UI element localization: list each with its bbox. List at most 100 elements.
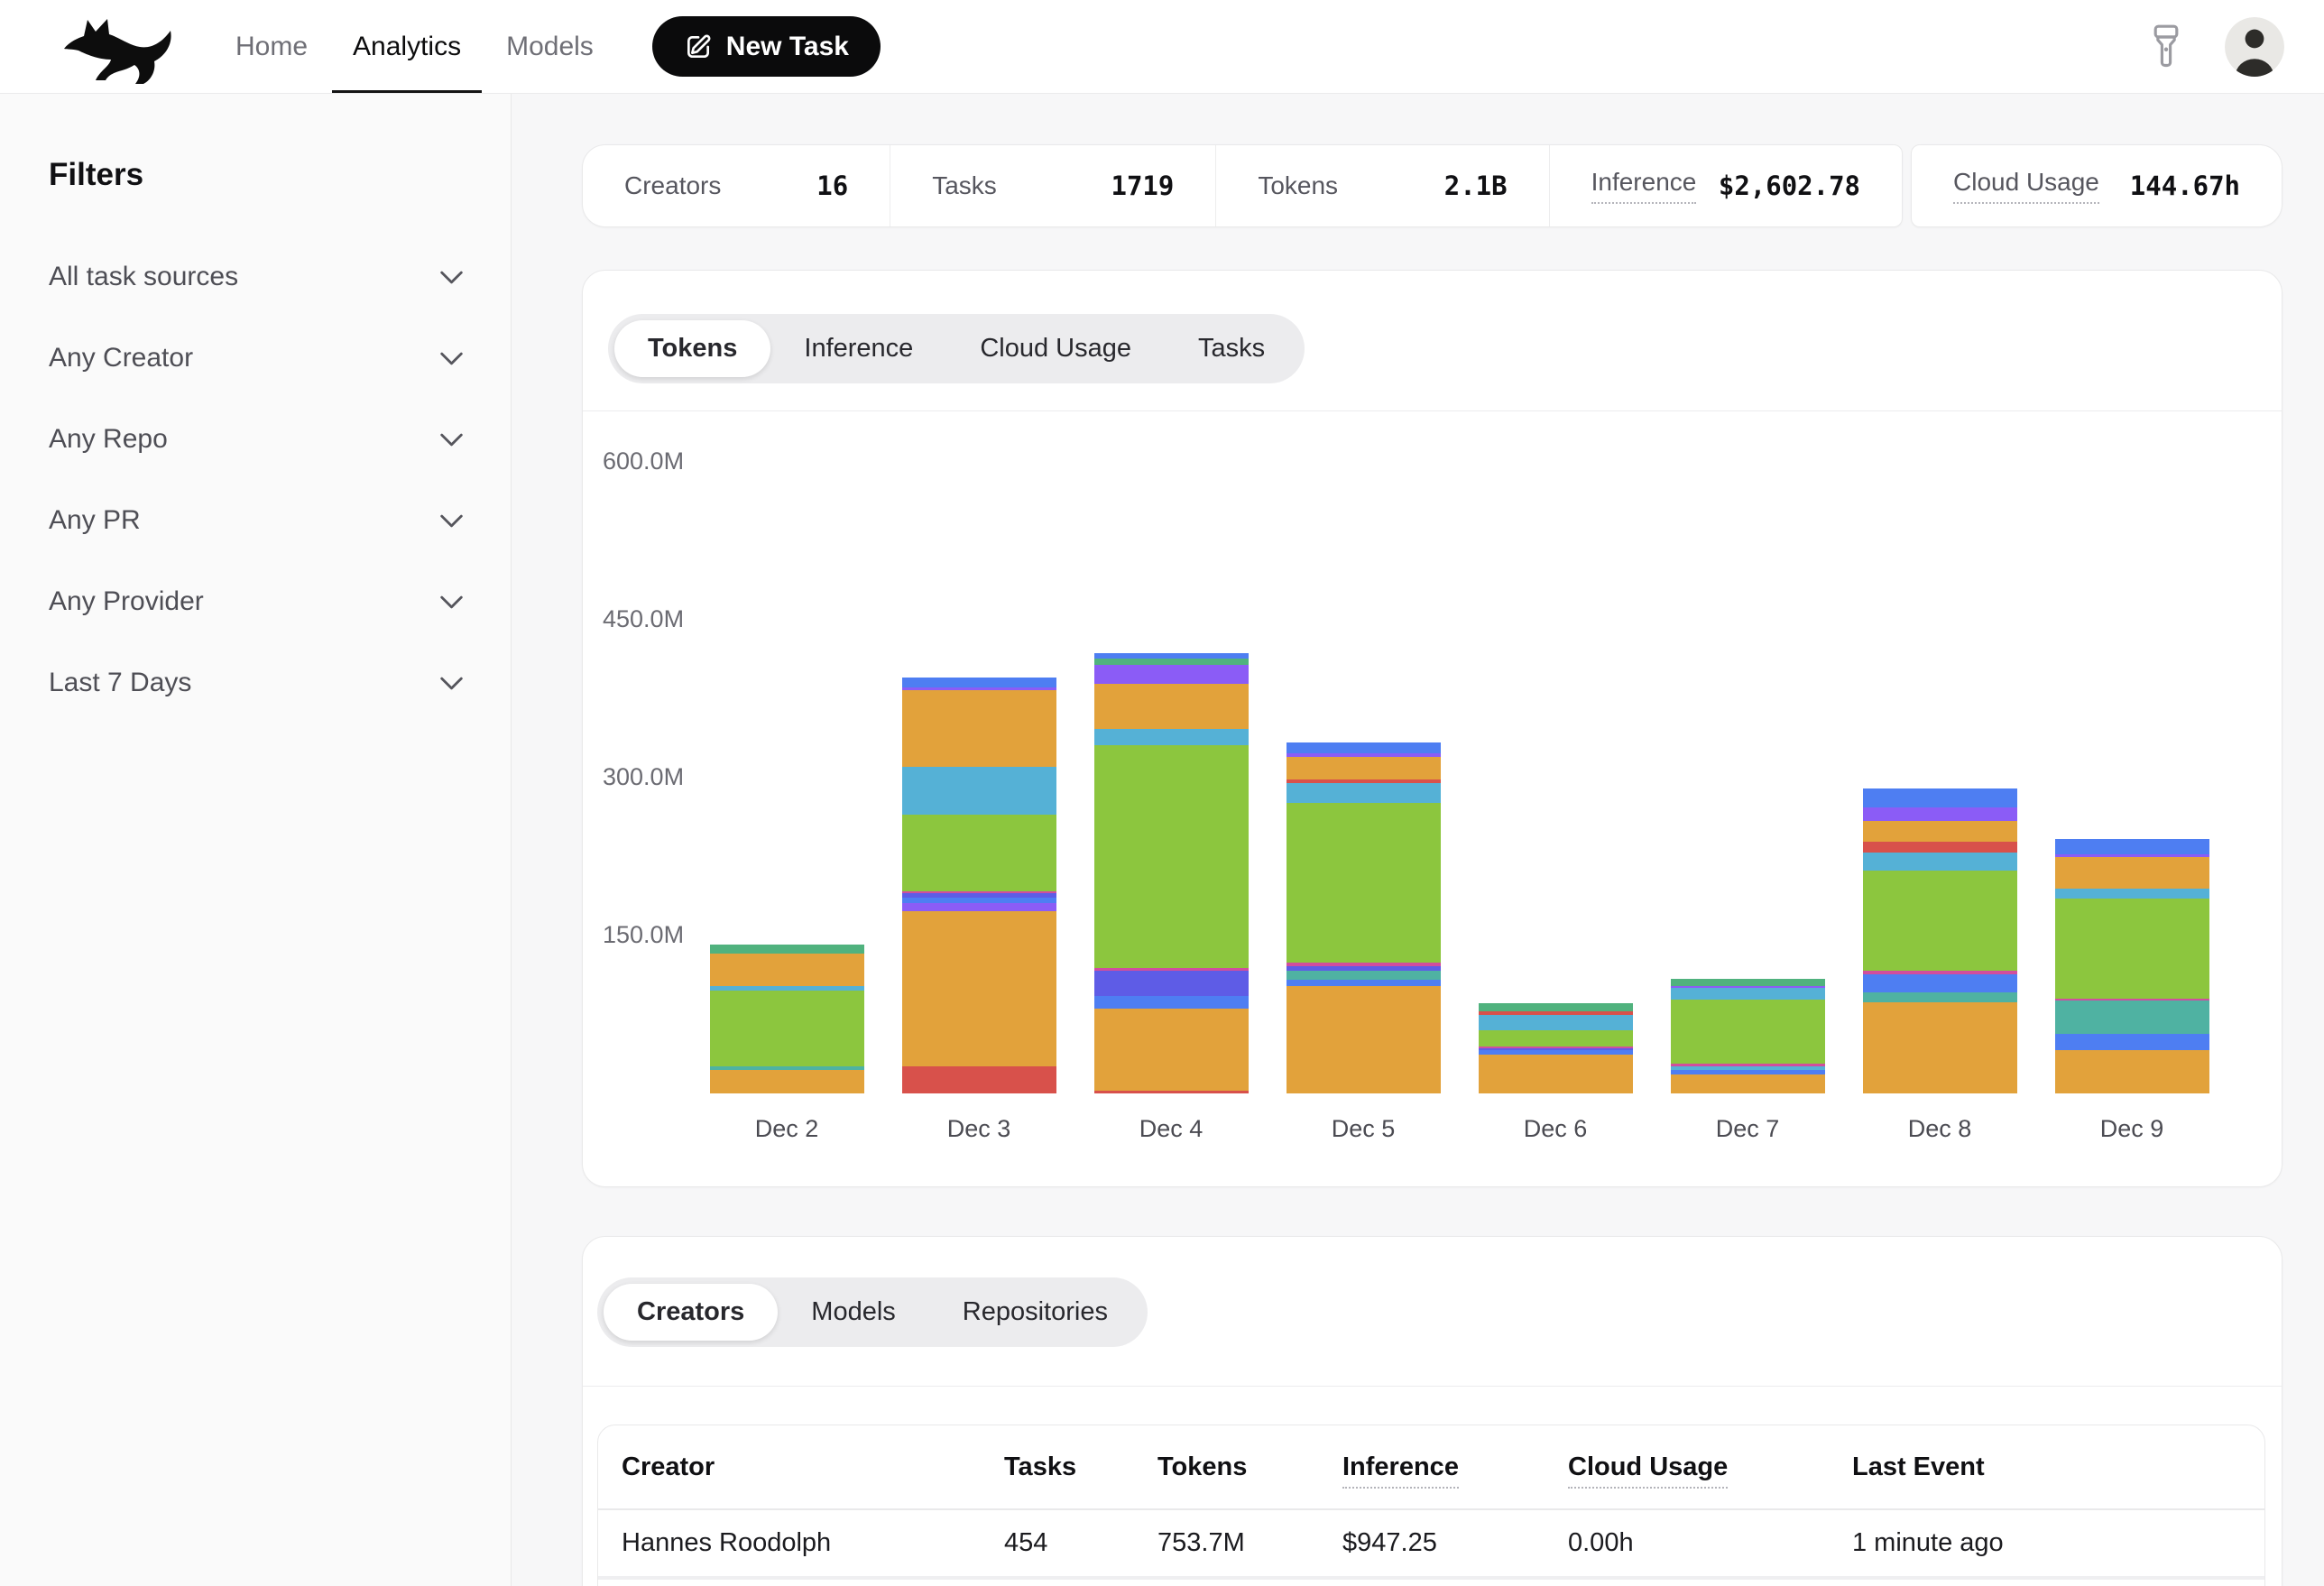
- column-header-label: Creator: [622, 1452, 715, 1481]
- nav-right: [2147, 0, 2284, 93]
- bar-segment-orange: [1094, 1009, 1249, 1091]
- nav-item-analytics[interactable]: Analytics: [330, 0, 484, 93]
- stat-creators: Creators16: [583, 145, 890, 226]
- cell-creator: Hannes Roodolph: [622, 1528, 1004, 1558]
- breakdown-tab-creators[interactable]: Creators: [604, 1284, 778, 1341]
- filter-all-task-sources[interactable]: All task sources: [49, 236, 464, 318]
- column-header-cloud-usage[interactable]: Cloud Usage: [1568, 1452, 1852, 1482]
- x-axis-label: Dec 5: [1286, 1115, 1441, 1143]
- bar-segment-orange: [1094, 684, 1249, 729]
- chart-tab-tokens[interactable]: Tokens: [614, 320, 770, 377]
- y-axis-tick: 450.0M: [603, 605, 684, 633]
- bar-segment-orange: [1286, 986, 1441, 1093]
- bar-segment-sky: [902, 767, 1056, 815]
- edit-icon: [684, 32, 713, 61]
- filter-any-creator[interactable]: Any Creator: [49, 318, 464, 399]
- filter-label: Last 7 Days: [49, 668, 191, 698]
- stat-label-cloud-usage[interactable]: Cloud Usage: [1953, 168, 2099, 204]
- bar-segment-sky: [1286, 783, 1441, 803]
- torch-icon[interactable]: [2147, 23, 2185, 70]
- bar-segment-green: [902, 815, 1056, 891]
- bar-segment-green: [710, 991, 864, 1066]
- bar-segment-green: [1863, 871, 2017, 971]
- column-header-tokens: Tokens: [1157, 1452, 1342, 1482]
- filter-any-pr[interactable]: Any PR: [49, 480, 464, 561]
- stat-label-inference[interactable]: Inference: [1591, 168, 1697, 204]
- table-row-rooviewer[interactable]: Rooviewer440544.3M$376.2875.23h3 minutes…: [598, 1576, 2264, 1586]
- user-avatar[interactable]: [2225, 17, 2284, 77]
- stat-cloud-usage: Cloud Usage 144.67h: [1912, 145, 2282, 226]
- y-axis-tick: 150.0M: [603, 921, 684, 949]
- nav-item-models[interactable]: Models: [484, 0, 616, 93]
- creators-table: CreatorTasksTokensInferenceCloud UsageLa…: [597, 1425, 2265, 1586]
- column-header-label: Tokens: [1157, 1452, 1247, 1481]
- stat-value-inference: $2,602.78: [1719, 171, 1860, 201]
- x-axis-label: Dec 2: [710, 1115, 864, 1143]
- stats-card-cloud: Cloud Usage 144.67h: [1911, 144, 2282, 227]
- bar-segment-orange: [2055, 857, 2209, 889]
- stat-value-cloud-usage: 144.67h: [2130, 171, 2240, 201]
- cell-tasks: 454: [1004, 1528, 1157, 1558]
- bar-segment-green: [2055, 899, 2209, 999]
- x-axis-label: Dec 3: [902, 1115, 1056, 1143]
- kangaroo-logo[interactable]: [60, 0, 179, 93]
- bar-segment-purple: [1863, 807, 2017, 821]
- bar-segment-orange: [710, 1070, 864, 1093]
- table-header-row: CreatorTasksTokensInferenceCloud UsageLa…: [598, 1425, 2264, 1510]
- chart-tab-cloud-usage[interactable]: Cloud Usage: [946, 320, 1165, 377]
- breakdown-tab-models[interactable]: Models: [778, 1284, 929, 1341]
- table-row-hannes-roodolph[interactable]: Hannes Roodolph454753.7M$947.250.00h1 mi…: [598, 1510, 2264, 1576]
- breakdown-tab-repositories[interactable]: Repositories: [929, 1284, 1141, 1341]
- bar-segment-red: [1094, 1091, 1249, 1094]
- bar-dec-5[interactable]: [1286, 742, 1441, 1093]
- new-task-label: New Task: [726, 32, 849, 62]
- x-axis-label: Dec 9: [2055, 1115, 2209, 1143]
- bar-dec-6[interactable]: [1479, 1003, 1633, 1093]
- bar-segment-royal: [902, 678, 1056, 687]
- bar-segment-royal: [1863, 974, 2017, 992]
- stat-value-creators: 16: [816, 171, 848, 201]
- cell-last-event: 1 minute ago: [1852, 1528, 2241, 1558]
- x-axis-label: Dec 6: [1479, 1115, 1633, 1143]
- stat-value-tokens: 2.1B: [1444, 171, 1508, 201]
- bar-segment-orange: [1863, 1002, 2017, 1094]
- filter-any-provider[interactable]: Any Provider: [49, 561, 464, 642]
- stats-card-main: Creators16Tasks1719Tokens2.1BInference$2…: [582, 144, 1903, 227]
- breakdown-card: CreatorsModelsRepositories Creator TasksT…: [582, 1236, 2282, 1586]
- avatar-image: [2225, 17, 2284, 77]
- chart-tab-inference[interactable]: Inference: [770, 320, 946, 377]
- bar-dec-2[interactable]: [710, 945, 864, 1093]
- filter-last-7-days[interactable]: Last 7 Days: [49, 642, 464, 724]
- column-header-tasks: Tasks: [1004, 1452, 1157, 1482]
- new-task-button[interactable]: New Task: [652, 16, 881, 77]
- filter-label: Any Provider: [49, 586, 204, 617]
- bar-segment-orange: [1671, 1074, 1825, 1093]
- bar-dec-7[interactable]: [1671, 979, 1825, 1093]
- bar-dec-4[interactable]: [1094, 653, 1249, 1093]
- x-axis-label: Dec 4: [1094, 1115, 1249, 1143]
- bar-dec-8[interactable]: [1863, 788, 2017, 1093]
- chart-tab-tasks[interactable]: Tasks: [1165, 320, 1298, 377]
- column-header-label: Last Event: [1852, 1452, 1985, 1481]
- bar-segment-sky: [1479, 1015, 1633, 1031]
- bar-dec-9[interactable]: [2055, 839, 2209, 1093]
- bar-segment-teal: [1863, 992, 2017, 1002]
- bar-dec-3[interactable]: [902, 678, 1056, 1093]
- x-axis-label: Dec 8: [1863, 1115, 2017, 1143]
- column-header-label: Cloud Usage: [1568, 1452, 1728, 1489]
- column-header-inference[interactable]: Inference: [1342, 1452, 1568, 1482]
- filter-any-repo[interactable]: Any Repo: [49, 399, 464, 480]
- filter-label: Any PR: [49, 505, 141, 536]
- breakdown-tabgroup: CreatorsModelsRepositories: [597, 1277, 1148, 1347]
- bar-segment-teal: [2055, 1000, 2209, 1033]
- nav-item-home[interactable]: Home: [213, 0, 330, 93]
- x-axis-label: Dec 7: [1671, 1115, 1825, 1143]
- bar-segment-orange: [1286, 757, 1441, 780]
- stat-tokens: Tokens2.1B: [1215, 145, 1548, 226]
- chart-card: TokensInferenceCloud UsageTasks 150.0M30…: [582, 270, 2282, 1187]
- bar-segment-sky: [1671, 988, 1825, 1000]
- bar-segment-royal: [1286, 980, 1441, 986]
- sidebar: Filters All task sourcesAny CreatorAny R…: [0, 94, 512, 1586]
- chevron-down-icon: [439, 351, 464, 366]
- column-header-label: Inference: [1342, 1452, 1459, 1489]
